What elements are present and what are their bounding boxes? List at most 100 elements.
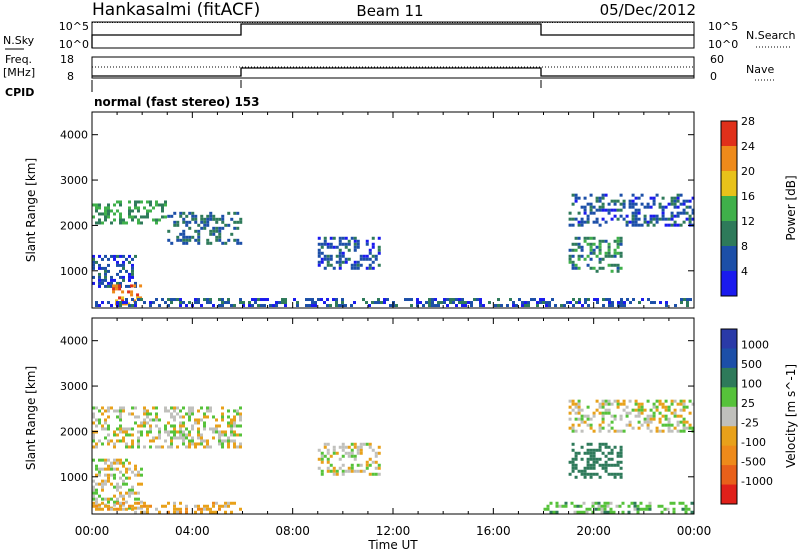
velocity-echo-cell	[131, 433, 134, 437]
velocity-echo-cell	[604, 402, 608, 406]
velocity-echo-cell	[179, 436, 182, 440]
power-echo-cell	[233, 226, 237, 230]
y-tick-label: 4000	[60, 335, 88, 348]
velocity-echo-cell	[582, 501, 586, 505]
y-tick-label: 1000	[60, 265, 88, 278]
velocity-echo-cell	[377, 463, 381, 467]
power-echo-cell	[616, 269, 620, 273]
velocity-echo-cell	[212, 415, 215, 419]
velocity-echo-cell	[161, 504, 164, 508]
velocity-echo-cell	[359, 469, 363, 473]
velocity-echo-cell	[667, 417, 671, 421]
power-echo-cell	[121, 299, 125, 303]
velocity-echo-cell	[317, 448, 321, 452]
velocity-echo-cell	[164, 430, 167, 434]
velocity-echo-cell	[598, 426, 602, 430]
velocity-echo-cell	[320, 457, 324, 461]
velocity-echo-cell	[619, 460, 623, 464]
power-echo-cell	[530, 298, 533, 302]
velocity-echo-cell	[368, 445, 372, 449]
power-colorbar-swatch	[721, 171, 737, 197]
power-echo-cell	[110, 209, 113, 213]
power-echo-cell	[338, 248, 342, 252]
power-echo-cell	[643, 220, 647, 224]
power-echo-cell	[356, 245, 360, 249]
power-echo-cell	[101, 257, 104, 261]
velocity-echo-cell	[586, 460, 590, 464]
velocity-echo-cell	[612, 510, 616, 514]
velocity-echo-cell	[329, 463, 333, 467]
power-echo-cell	[116, 263, 119, 267]
power-echo-cell	[200, 220, 204, 224]
power-echo-cell	[577, 220, 581, 224]
velocity-echo-cell	[586, 405, 590, 409]
power-echo-cell	[127, 290, 131, 294]
power-echo-cell	[167, 214, 171, 218]
velocity-echo-cell	[628, 420, 632, 424]
velocity-echo-cell	[603, 510, 607, 514]
velocity-echo-cell	[329, 469, 333, 473]
power-echo-cell	[95, 260, 98, 264]
power-echo-cell	[583, 196, 587, 200]
velocity-echo-cell	[113, 473, 116, 477]
power-echo-cell	[353, 242, 357, 246]
power-echo-cell	[610, 269, 614, 273]
velocity-echo-cell	[128, 488, 131, 492]
power-echo-cell	[613, 199, 617, 203]
velocity-echo-cell	[92, 415, 95, 419]
power-echo-cell	[104, 209, 107, 213]
power-echo-cell	[620, 301, 623, 305]
velocity-echo-cell	[206, 442, 209, 446]
velocity-echo-cell	[341, 463, 345, 467]
power-echo-cell	[622, 202, 626, 206]
power-echo-cell	[170, 301, 173, 305]
power-echo-cell	[242, 301, 245, 305]
velocity-echo-cell	[179, 415, 182, 419]
power-echo-cell	[452, 298, 455, 302]
velocity-echo-cell	[676, 429, 680, 433]
velocity-echo-cell	[607, 457, 611, 461]
velocity-echo-cell	[101, 485, 104, 489]
velocity-echo-cell	[601, 399, 605, 403]
power-echo-cell	[101, 301, 104, 305]
velocity-echo-cell	[600, 510, 604, 514]
power-echo-cell	[416, 304, 419, 308]
velocity-echo-cell	[616, 429, 620, 433]
power-echo-cell	[104, 272, 107, 276]
power-echo-cell	[116, 209, 119, 213]
velocity-echo-cell	[631, 426, 635, 430]
velocity-echo-cell	[672, 507, 676, 511]
date-title: 05/Dec/2012	[600, 1, 696, 19]
power-echo-cell	[236, 241, 240, 245]
power-echo-cell	[161, 298, 164, 302]
velocity-echo-cell	[194, 442, 197, 446]
velocity-echo-cell	[143, 412, 146, 416]
velocity-echo-cell	[688, 426, 692, 430]
power-echo-cell	[652, 223, 656, 227]
velocity-colorbar-tick-label: -25	[741, 417, 759, 430]
velocity-echo-cell	[652, 417, 656, 421]
power-echo-cell	[577, 196, 581, 200]
power-echo-cell	[185, 235, 189, 239]
power-echo-cell	[221, 217, 225, 221]
velocity-echo-cell	[179, 510, 182, 514]
power-echo-cell	[155, 221, 158, 225]
velocity-echo-cell	[634, 399, 638, 403]
velocity-echo-cell	[326, 457, 330, 461]
power-echo-cell	[607, 208, 611, 212]
power-echo-cell	[568, 217, 572, 221]
velocity-echo-cell	[610, 448, 614, 452]
velocity-echo-cell	[98, 467, 101, 471]
power-echo-cell	[587, 304, 590, 308]
velocity-echo-cell	[179, 501, 182, 505]
velocity-echo-cell	[110, 507, 113, 511]
velocity-echo-cell	[365, 442, 369, 446]
power-echo-cell	[368, 266, 372, 270]
velocity-echo-cell	[92, 479, 95, 483]
power-echo-cell	[188, 235, 192, 239]
power-echo-cell	[326, 260, 330, 264]
velocity-echo-cell	[155, 418, 158, 422]
velocity-echo-cell	[613, 429, 617, 433]
velocity-echo-cell	[682, 420, 686, 424]
